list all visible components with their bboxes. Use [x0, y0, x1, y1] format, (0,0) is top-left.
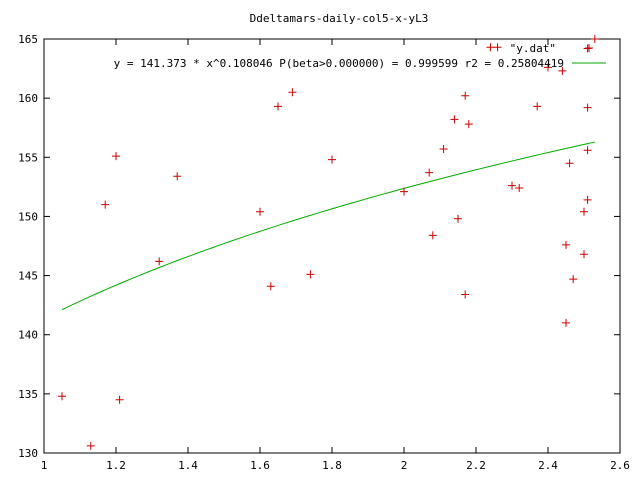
- data-point: [425, 168, 434, 177]
- data-point: [112, 152, 120, 161]
- chart-title: Ddeltamars-daily-col5-x-yL3: [250, 12, 429, 25]
- legend-entry-fit: y = 141.373 * x^0.108046 P(beta>0.000000…: [114, 57, 564, 70]
- data-point: [306, 270, 315, 279]
- x-tick-label: 1.8: [322, 459, 342, 472]
- data-point: [562, 318, 570, 327]
- data-point: [454, 214, 462, 223]
- data-point: [533, 102, 542, 111]
- data-point: [58, 392, 66, 401]
- data-point: [115, 395, 124, 404]
- data-point: [583, 195, 592, 204]
- y-tick-label: 145: [18, 270, 38, 283]
- x-tick-label: 1: [41, 459, 48, 472]
- data-point: [328, 155, 336, 164]
- axis-ticks: 1 1.2 1.4 1.6 1.8 2 2.2 2.4 2.6 130 135 140 145 150 15…: [18, 33, 630, 472]
- data-point: [580, 250, 588, 259]
- y-tick-label: 165: [18, 33, 38, 46]
- y-tick-label: 155: [18, 151, 38, 164]
- data-point: [486, 43, 495, 52]
- data-point: [450, 115, 459, 124]
- data-point: [439, 145, 448, 154]
- data-point: [515, 184, 524, 193]
- data-point: [580, 207, 588, 216]
- legend-plus-glyph: [585, 44, 593, 52]
- x-tick-label: 2.6: [610, 459, 630, 472]
- x-tick-label: 2.4: [538, 459, 558, 472]
- data-points-layer: [58, 35, 599, 450]
- legend-entry-ydat: "y.dat": [510, 42, 556, 55]
- data-point: [266, 282, 275, 291]
- data-point: [558, 66, 567, 75]
- y-tick-label: 140: [18, 329, 38, 342]
- legend-marker-plus: [585, 44, 593, 52]
- data-point: [565, 159, 574, 168]
- fit-line-layer: [61, 141, 595, 311]
- x-tick-label: 1.6: [250, 459, 270, 472]
- data-point: [274, 102, 282, 111]
- fit-line: [61, 141, 595, 311]
- data-point: [544, 63, 552, 72]
- data-point: [173, 172, 182, 181]
- y-tick-label: 150: [18, 210, 38, 223]
- data-point: [583, 146, 592, 155]
- data-point: [508, 181, 516, 190]
- data-point: [288, 88, 297, 97]
- data-point: [428, 231, 437, 240]
- data-point: [400, 187, 408, 196]
- x-tick-label: 1.4: [178, 459, 198, 472]
- y-tick-label: 135: [18, 388, 38, 401]
- data-point: [583, 103, 592, 112]
- data-point: [256, 207, 264, 216]
- data-point: [461, 290, 470, 299]
- legend: "y.dat" y = 141.373 * x^0.108046 P(beta>…: [114, 42, 606, 70]
- y-tick-label: 160: [18, 92, 38, 105]
- data-point: [155, 257, 164, 266]
- data-point: [101, 200, 110, 209]
- data-point: [86, 441, 95, 450]
- data-point: [464, 120, 473, 129]
- data-point: [562, 240, 570, 249]
- data-point: [493, 43, 502, 52]
- y-tick-label: 130: [18, 447, 38, 460]
- x-tick-label: 1.2: [106, 459, 126, 472]
- x-tick-label: 2.2: [466, 459, 486, 472]
- x-tick-label: 2: [401, 459, 408, 472]
- data-point: [569, 275, 578, 284]
- data-point: [461, 91, 470, 100]
- plot-frame: [43, 38, 621, 454]
- data-point: [590, 35, 599, 43]
